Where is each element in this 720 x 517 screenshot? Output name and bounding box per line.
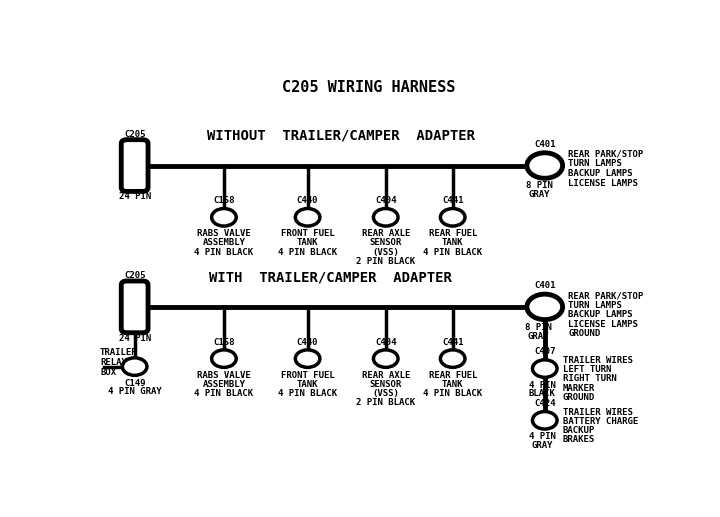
- Text: C404: C404: [375, 196, 397, 205]
- Text: LEFT TURN: LEFT TURN: [562, 366, 611, 374]
- Text: 2 PIN BLACK: 2 PIN BLACK: [356, 398, 415, 407]
- Text: C440: C440: [297, 338, 318, 347]
- Text: GRAY: GRAY: [531, 441, 553, 450]
- Text: 24 PIN: 24 PIN: [119, 333, 150, 343]
- Text: TURN LAMPS: TURN LAMPS: [568, 159, 622, 169]
- Text: 8 PIN: 8 PIN: [526, 181, 553, 190]
- Circle shape: [374, 208, 398, 226]
- Circle shape: [533, 360, 557, 377]
- Text: C205 WIRING HARNESS: C205 WIRING HARNESS: [282, 80, 456, 95]
- Text: RIGHT TURN: RIGHT TURN: [562, 374, 616, 384]
- Circle shape: [122, 358, 147, 375]
- Text: C441: C441: [442, 338, 464, 347]
- Text: GRAY: GRAY: [528, 190, 550, 199]
- Text: 24 PIN: 24 PIN: [119, 192, 150, 201]
- Text: GROUND: GROUND: [568, 329, 600, 339]
- Circle shape: [374, 350, 398, 368]
- Text: C158: C158: [213, 196, 235, 205]
- Text: 4 PIN GRAY: 4 PIN GRAY: [108, 387, 161, 396]
- Text: C404: C404: [375, 338, 397, 347]
- Text: REAR PARK/STOP: REAR PARK/STOP: [568, 150, 644, 159]
- Text: GRAY: GRAY: [527, 331, 549, 341]
- Text: LICENSE LAMPS: LICENSE LAMPS: [568, 320, 638, 329]
- Text: 2 PIN BLACK: 2 PIN BLACK: [356, 257, 415, 266]
- Text: RABS VALVE: RABS VALVE: [197, 229, 251, 238]
- Circle shape: [533, 412, 557, 429]
- Text: 4 PIN BLACK: 4 PIN BLACK: [194, 248, 253, 256]
- Text: 4 PIN: 4 PIN: [528, 432, 555, 442]
- Text: C149: C149: [124, 378, 145, 388]
- Text: TANK: TANK: [297, 238, 318, 248]
- Text: BACKUP LAMPS: BACKUP LAMPS: [568, 169, 633, 178]
- Text: 8 PIN: 8 PIN: [525, 323, 552, 332]
- Circle shape: [527, 153, 562, 178]
- Circle shape: [295, 208, 320, 226]
- Text: TRAILER WIRES: TRAILER WIRES: [562, 356, 632, 365]
- Text: TURN LAMPS: TURN LAMPS: [568, 301, 622, 310]
- Text: REAR AXLE: REAR AXLE: [361, 229, 410, 238]
- Text: C424: C424: [534, 399, 556, 407]
- Text: WITH  TRAILER/CAMPER  ADAPTER: WITH TRAILER/CAMPER ADAPTER: [209, 270, 451, 284]
- Text: C401: C401: [534, 140, 556, 149]
- Text: BACKUP: BACKUP: [562, 426, 595, 435]
- Text: BLACK: BLACK: [528, 389, 555, 398]
- Circle shape: [441, 350, 465, 368]
- Text: 4 PIN BLACK: 4 PIN BLACK: [278, 248, 337, 256]
- Text: BACKUP LAMPS: BACKUP LAMPS: [568, 310, 633, 320]
- Text: TANK: TANK: [297, 379, 318, 389]
- FancyBboxPatch shape: [121, 281, 148, 333]
- Text: FRONT FUEL: FRONT FUEL: [281, 229, 335, 238]
- Text: C407: C407: [534, 347, 556, 356]
- Text: REAR FUEL: REAR FUEL: [428, 229, 477, 238]
- FancyBboxPatch shape: [121, 140, 148, 191]
- Text: 4 PIN BLACK: 4 PIN BLACK: [194, 389, 253, 398]
- Text: C205: C205: [124, 130, 145, 139]
- Text: 4 PIN BLACK: 4 PIN BLACK: [423, 389, 482, 398]
- Text: SENSOR: SENSOR: [369, 238, 402, 248]
- Text: WITHOUT  TRAILER/CAMPER  ADAPTER: WITHOUT TRAILER/CAMPER ADAPTER: [207, 129, 475, 143]
- Text: BRAKES: BRAKES: [562, 435, 595, 444]
- Circle shape: [295, 350, 320, 368]
- Text: LICENSE LAMPS: LICENSE LAMPS: [568, 178, 638, 188]
- Text: TANK: TANK: [442, 379, 464, 389]
- Circle shape: [527, 294, 562, 320]
- Text: TRAILER
RELAY
BOX: TRAILER RELAY BOX: [100, 348, 138, 377]
- Text: ASSEMBLY: ASSEMBLY: [202, 238, 246, 248]
- Circle shape: [212, 350, 236, 368]
- Text: C205: C205: [124, 271, 145, 280]
- Text: 4 PIN BLACK: 4 PIN BLACK: [278, 389, 337, 398]
- Text: (VSS): (VSS): [372, 248, 399, 256]
- Text: TRAILER WIRES: TRAILER WIRES: [562, 408, 632, 417]
- Text: TANK: TANK: [442, 238, 464, 248]
- Text: C158: C158: [213, 338, 235, 347]
- Text: RABS VALVE: RABS VALVE: [197, 371, 251, 379]
- Text: SENSOR: SENSOR: [369, 379, 402, 389]
- Text: FRONT FUEL: FRONT FUEL: [281, 371, 335, 379]
- Text: REAR AXLE: REAR AXLE: [361, 371, 410, 379]
- Text: REAR PARK/STOP: REAR PARK/STOP: [568, 291, 644, 300]
- Text: MARKER: MARKER: [562, 384, 595, 392]
- Circle shape: [441, 208, 465, 226]
- Text: (VSS): (VSS): [372, 389, 399, 398]
- Text: BATTERY CHARGE: BATTERY CHARGE: [562, 417, 638, 426]
- Text: C401: C401: [534, 281, 556, 290]
- Circle shape: [212, 208, 236, 226]
- Text: GROUND: GROUND: [562, 393, 595, 402]
- Text: C441: C441: [442, 196, 464, 205]
- Text: C440: C440: [297, 196, 318, 205]
- Text: 4 PIN: 4 PIN: [528, 381, 555, 389]
- Text: ASSEMBLY: ASSEMBLY: [202, 379, 246, 389]
- Text: REAR FUEL: REAR FUEL: [428, 371, 477, 379]
- Text: 4 PIN BLACK: 4 PIN BLACK: [423, 248, 482, 256]
